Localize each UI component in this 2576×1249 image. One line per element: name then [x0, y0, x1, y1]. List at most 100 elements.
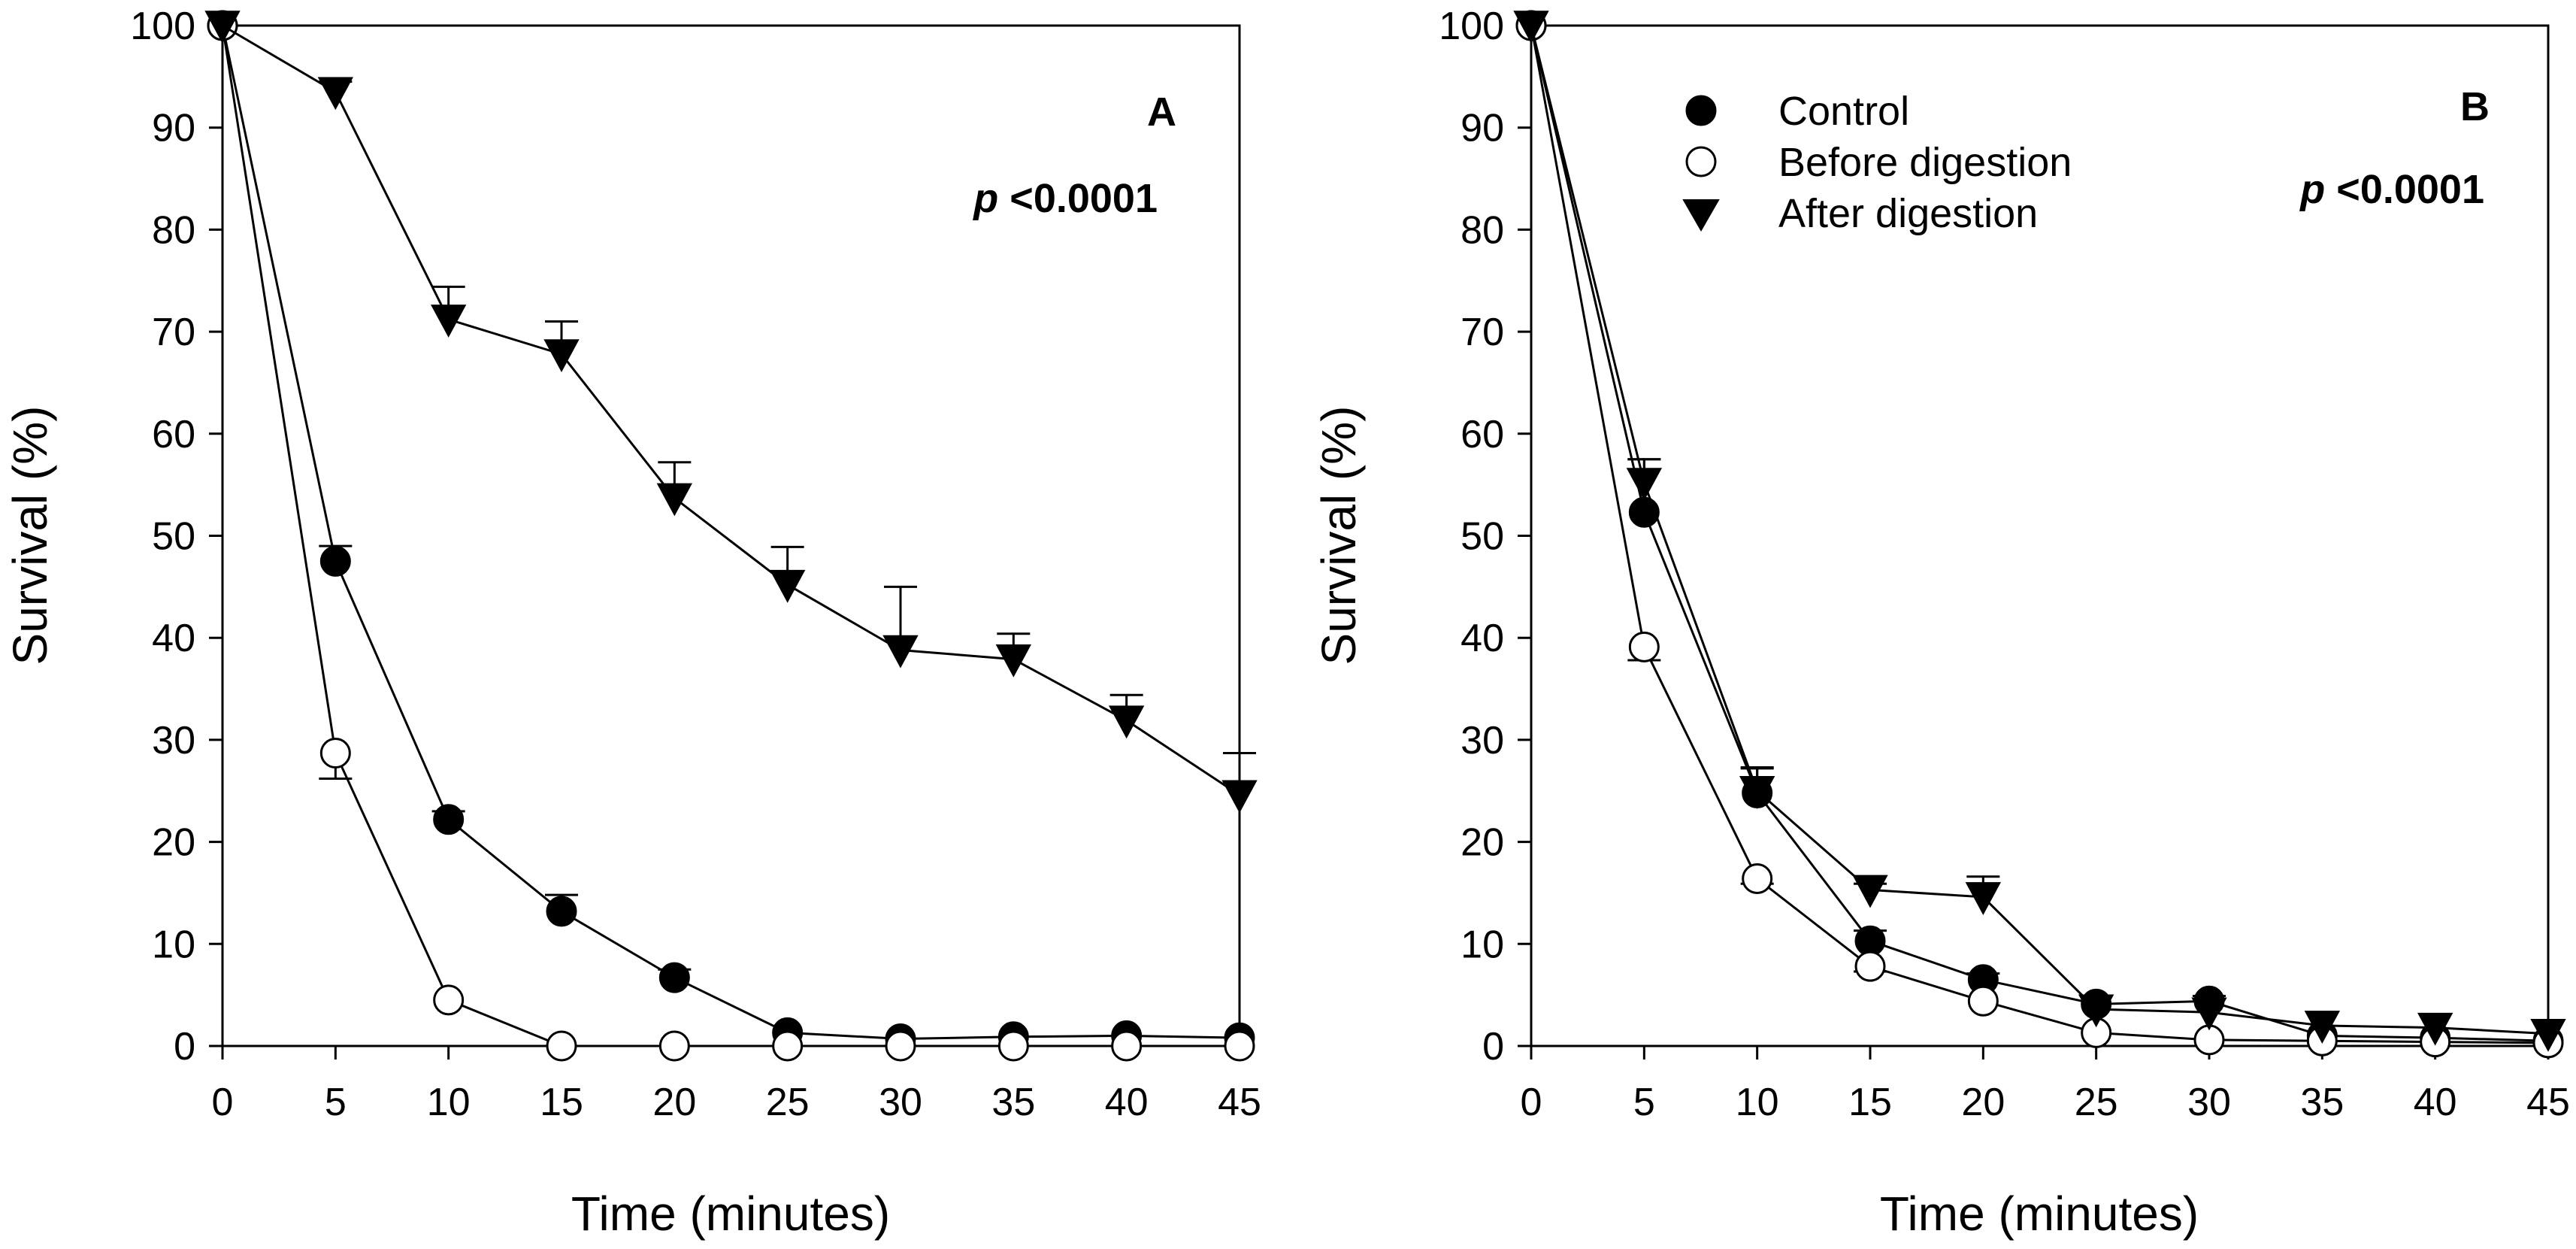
data-point: [319, 545, 351, 577]
data-point: [1967, 985, 1999, 1017]
y-tick-label: 20: [1461, 821, 1504, 865]
legend-item-after-digestion: After digestion: [1682, 191, 2038, 236]
y-tick-label: 60: [1461, 413, 1504, 456]
y-tick-label: 10: [152, 923, 195, 966]
y-tick-label: 80: [1461, 208, 1504, 252]
data-point: [772, 1030, 804, 1062]
data-point: [885, 1030, 916, 1062]
series-after-digestion: [1513, 11, 2566, 1052]
y-tick-label: 70: [152, 311, 195, 354]
x-tick-label: 35: [2300, 1081, 2344, 1124]
x-tick-label: 15: [1848, 1081, 1892, 1124]
panel-letter: B: [2460, 84, 2490, 129]
series-before-digestion: [207, 10, 1255, 1062]
y-tick-label: 60: [152, 413, 195, 456]
y-tick-label: 50: [1461, 515, 1504, 559]
data-point: [546, 896, 577, 927]
data-point: [433, 984, 465, 1016]
data-point: [1221, 780, 1258, 814]
legend-item-before-digestion: Before digestion: [1685, 140, 2072, 185]
y-tick-label: 100: [1439, 5, 1504, 48]
x-tick-label: 40: [2414, 1081, 2457, 1124]
legend: Control Before digestion After digestion: [1682, 89, 2072, 236]
legend-marker-open-circle: [1685, 146, 1717, 177]
p-symbol: p: [2299, 167, 2325, 212]
y-tick-label: 100: [130, 5, 195, 48]
panel-letter: A: [1147, 89, 1176, 135]
data-point: [2417, 1012, 2453, 1046]
p-symbol: p: [972, 176, 998, 221]
data-point: [2191, 997, 2227, 1031]
data-point: [656, 483, 693, 517]
x-tick-label: 45: [1218, 1081, 1261, 1124]
p-value-text: <0.0001: [998, 176, 1158, 221]
x-tick-label: 10: [427, 1081, 471, 1124]
data-point: [433, 804, 465, 835]
series-control: [207, 10, 1255, 1055]
data-point: [2530, 1019, 2566, 1052]
p-value-text: <0.0001: [2325, 167, 2484, 212]
x-tick-label: 45: [2526, 1081, 2570, 1124]
x-tick-label: 0: [1521, 1081, 1542, 1124]
p-value-annotation: p <0.0001: [972, 176, 1158, 221]
data-point: [319, 738, 351, 769]
data-point: [1111, 1030, 1143, 1062]
data-point: [1513, 11, 1549, 44]
x-tick-label: 30: [879, 1081, 922, 1124]
data-point: [995, 644, 1032, 678]
y-tick-label: 80: [152, 208, 195, 252]
axes: 0 10 20 30 40 50 60 70 80 90 100 0 5 10 15 20 25 30 35 40 45: [130, 5, 1261, 1124]
y-tick-label: 20: [152, 821, 195, 865]
y-tick-label: 40: [1461, 617, 1504, 660]
data-point: [658, 962, 690, 993]
x-tick-label: 5: [1633, 1081, 1655, 1124]
data-point: [1965, 882, 2002, 915]
data-point: [2078, 994, 2114, 1028]
y-tick-label: 40: [152, 617, 195, 660]
series-after-digestion: [204, 11, 1258, 814]
data-point: [997, 1030, 1029, 1062]
data-point: [1742, 862, 1773, 894]
data-point: [658, 1030, 690, 1062]
x-tick-label: 25: [2075, 1081, 2118, 1124]
y-tick-label: 0: [174, 1025, 195, 1069]
data-point: [1628, 631, 1660, 662]
y-tick-label: 90: [152, 107, 195, 150]
series-layer: [1513, 10, 2566, 1059]
y-tick-label: 90: [1461, 107, 1504, 150]
x-tick-label: 5: [325, 1081, 347, 1124]
data-point: [546, 1030, 577, 1062]
series-line: [1530, 25, 2549, 1044]
data-point: [2304, 1011, 2341, 1044]
y-tick-label: 0: [1482, 1025, 1504, 1069]
x-tick-label: 15: [540, 1081, 583, 1124]
x-tick-label: 20: [1961, 1081, 2005, 1124]
data-point: [1852, 875, 1888, 908]
y-tick-label: 10: [1461, 923, 1504, 966]
x-tick-label: 10: [1736, 1081, 1779, 1124]
x-tick-label: 40: [1105, 1081, 1149, 1124]
data-point: [1739, 776, 1775, 809]
series-line: [1530, 25, 2549, 1042]
series-line: [221, 25, 1240, 1047]
x-tick-label: 25: [766, 1081, 810, 1124]
y-tick-label: 30: [1461, 719, 1504, 762]
series-line: [221, 25, 1240, 1041]
x-tick-label: 30: [2187, 1081, 2231, 1124]
data-point: [543, 339, 580, 373]
data-point: [204, 11, 241, 44]
y-axis-title: Survival (%): [3, 406, 57, 665]
p-value-annotation: p <0.0001: [2299, 167, 2484, 212]
data-point: [769, 569, 806, 603]
data-point: [317, 77, 354, 111]
panel-a: 0 10 20 30 40 50 60 70 80 90 100 0 5 10 15 20 25 30 35 40 45…: [3, 5, 1261, 1241]
x-axis-title: Time (minutes): [571, 1187, 890, 1241]
series-line: [222, 24, 1240, 796]
legend-marker-triangle-down: [1682, 199, 1720, 232]
x-axis-title: Time (minutes): [1880, 1187, 2199, 1241]
axes: 0 10 20 30 40 50 60 70 80 90 100 0 5 10 15 20 25 30 35 40 45: [1439, 5, 2570, 1124]
series-layer: [204, 10, 1258, 1062]
data-point: [882, 635, 919, 668]
legend-label: Control: [1778, 89, 1909, 134]
